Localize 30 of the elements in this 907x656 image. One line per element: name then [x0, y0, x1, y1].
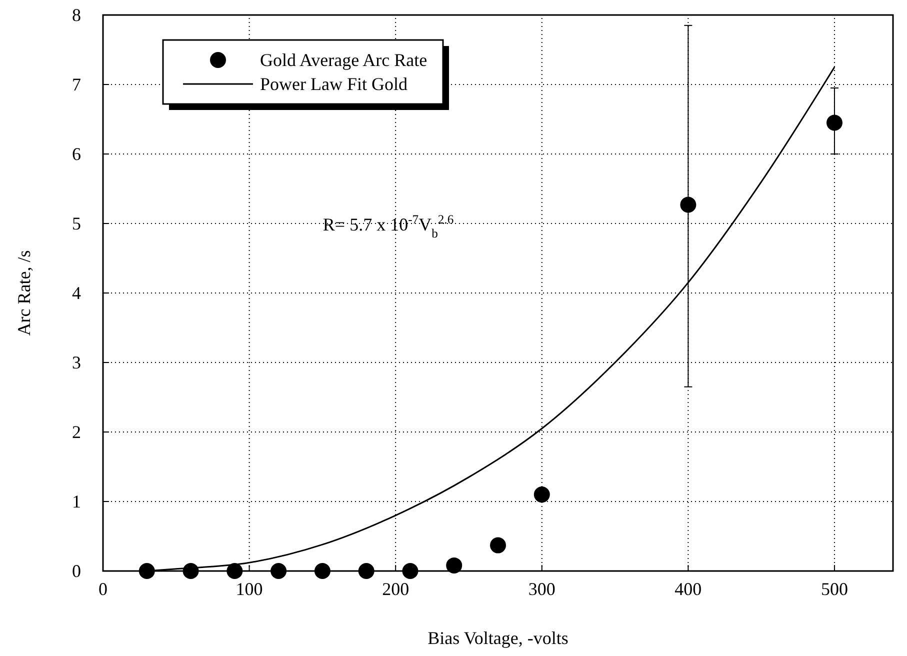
- y-tick-label: 0: [72, 561, 81, 581]
- point: [680, 196, 696, 213]
- x-axis-title: Bias Voltage, -volts: [428, 628, 568, 648]
- y-tick-label: 8: [72, 5, 81, 25]
- y-tick-label: 4: [72, 283, 81, 303]
- point: [226, 563, 243, 579]
- x-tick-label: 300: [528, 579, 556, 599]
- x-tick-label: 0: [98, 579, 108, 599]
- point: [402, 563, 418, 579]
- point: [534, 486, 550, 503]
- point: [270, 563, 287, 579]
- legend-label: Power Law Fit Gold: [260, 74, 408, 94]
- y-tick-label: 2: [72, 422, 81, 442]
- legend-label: Gold Average Arc Rate: [260, 50, 428, 70]
- point: [446, 557, 462, 574]
- y-tick-label: 5: [72, 214, 81, 234]
- point: [138, 563, 155, 579]
- x-tick-label: 200: [382, 579, 410, 599]
- y-tick-label: 3: [72, 352, 81, 372]
- y-tick-label: 7: [72, 74, 81, 94]
- point: [826, 114, 842, 131]
- point: [490, 537, 506, 554]
- x-tick-label: 400: [674, 579, 702, 599]
- y-axis-title: Arc Rate, /s: [14, 250, 34, 336]
- y-tick-label: 6: [72, 144, 81, 164]
- x-tick-label: 500: [820, 579, 848, 599]
- x-tick-label: 100: [236, 579, 263, 599]
- y-tick-label: 1: [72, 492, 81, 512]
- point: [358, 563, 374, 579]
- point: [314, 563, 330, 579]
